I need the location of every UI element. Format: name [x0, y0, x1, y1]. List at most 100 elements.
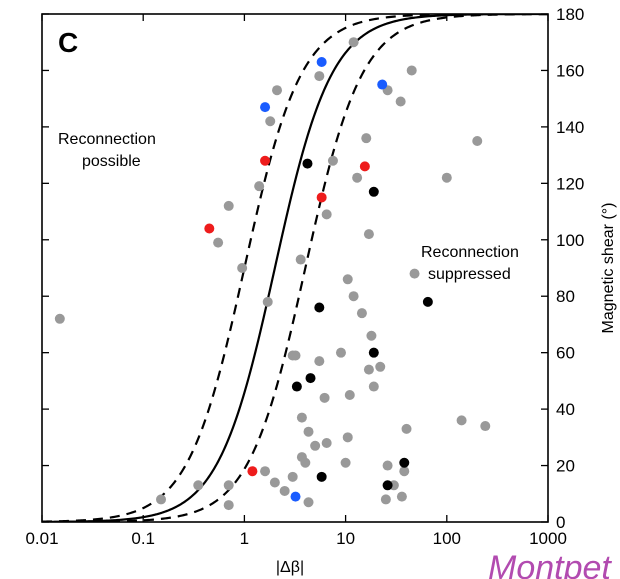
scatter-point-gray [356, 308, 367, 319]
scatter-point-black [314, 302, 325, 313]
scatter-point-gray [409, 268, 420, 279]
plot-frame [41, 13, 549, 523]
x-tick-label: 100 [433, 529, 461, 548]
scatter-point-gray [237, 263, 248, 273]
scatter-point-black [399, 457, 410, 468]
scatter-point-gray [279, 485, 290, 496]
scatter-points [54, 37, 491, 511]
scatter-point-gray [472, 136, 483, 146]
y-tick-label: 160 [556, 61, 584, 80]
scatter-point-red [260, 155, 271, 166]
scatter-point-gray [193, 480, 204, 491]
scatter-point-gray [254, 181, 265, 192]
x-tick-label: 1 [240, 529, 249, 548]
scatter-point-gray [262, 296, 273, 307]
scatter-point-red [247, 466, 258, 477]
scatter-point-black [316, 471, 327, 482]
scatter-point-gray [456, 415, 467, 426]
scatter-point-blue [290, 491, 301, 502]
scatter-point-black [368, 347, 379, 358]
scatter-point-black [302, 158, 313, 169]
scatter-point-gray [265, 116, 276, 127]
scatter-point-gray [290, 350, 301, 361]
scatter-point-gray [223, 500, 234, 511]
scatter-point-gray [269, 477, 280, 488]
annotation-possible-line1: Reconnection [58, 131, 156, 148]
y-axis: 0 20 40 60 80 100 120 140 160 180 [42, 5, 584, 532]
y-axis-title: Magnetic shear (°) [600, 203, 617, 334]
scatter-point-gray [352, 172, 363, 183]
scatter-point-red [359, 161, 370, 172]
scatter-point-gray [335, 347, 346, 358]
scatter-point-gray [375, 361, 386, 372]
scatter-point-gray [314, 71, 325, 82]
scatter-point-gray [344, 390, 355, 400]
scatter-point-gray [401, 423, 412, 434]
scatter-point-gray [156, 494, 167, 505]
scatter-point-black [382, 480, 393, 491]
scatter-point-gray [321, 209, 332, 220]
scatter-point-gray [327, 155, 338, 166]
y-tick-label: 100 [556, 231, 584, 250]
scatter-point-gray [380, 494, 391, 505]
annotation-possible-line2: possible [82, 153, 141, 170]
scatter-point-gray [396, 491, 407, 502]
scatter-point-gray [441, 172, 452, 183]
y-tick-label: 40 [556, 400, 575, 419]
scatter-point-gray [314, 356, 325, 367]
scatter-point-gray [300, 457, 311, 468]
scatter-point-gray [480, 421, 491, 432]
annotation-suppressed-line2: suppressed [428, 266, 511, 283]
scatter-point-gray [363, 229, 374, 240]
y-tick-label: 60 [556, 344, 575, 363]
watermark-text: Montpet [488, 549, 612, 579]
scatter-point-gray [366, 330, 377, 341]
scatter-point-gray [340, 457, 351, 468]
scatter-point-gray [296, 412, 307, 423]
scatter-point-black [305, 373, 316, 384]
scatter-point-gray [223, 480, 234, 491]
y-tick-label: 140 [556, 118, 584, 137]
scatter-point-gray [348, 291, 359, 302]
scatter-point-gray [223, 200, 234, 211]
scatter-point-blue [377, 79, 388, 90]
scatter-point-gray [303, 426, 314, 437]
scatter-point-gray [303, 497, 314, 508]
scatter-point-gray [342, 274, 353, 285]
scatter-point-gray [399, 466, 410, 477]
scatter-point-gray [213, 237, 224, 248]
scatter-point-gray [272, 85, 283, 96]
scatter-point-gray [295, 254, 306, 265]
boundary-curve-dashed [42, 14, 548, 522]
x-tick-label: 0.01 [25, 529, 58, 548]
scatter-point-gray [361, 133, 372, 144]
scatter-point-black [368, 186, 379, 197]
y-tick-label: 0 [556, 513, 565, 532]
scatter-point-gray [260, 466, 271, 477]
scatter-point-gray [319, 392, 330, 403]
x-axis-title: |Δβ| [276, 559, 304, 576]
annotation-suppressed-line1: Reconnection [421, 244, 519, 261]
boundary-curve-dashed [42, 14, 548, 522]
panel-label: C [58, 27, 78, 58]
scatter-point-gray [363, 364, 374, 375]
x-axis: 0.01 0.1 1 10 100 1000 [25, 14, 567, 548]
scatter-point-gray [348, 37, 359, 48]
y-tick-label: 180 [556, 5, 584, 24]
scatter-point-red [316, 192, 327, 203]
x-tick-label: 1000 [529, 529, 567, 548]
scatter-point-gray [342, 432, 353, 443]
y-tick-label: 120 [556, 174, 584, 193]
scatter-point-black [422, 296, 433, 307]
scatter-point-gray [310, 440, 321, 451]
scatter-point-gray [382, 460, 393, 471]
scatter-point-gray [395, 96, 406, 107]
scatter-point-blue [316, 56, 327, 67]
scatter-point-gray [368, 381, 379, 392]
boundary-curves [42, 14, 548, 522]
scatter-point-black [291, 381, 302, 392]
scatter-point-gray [321, 437, 332, 448]
y-tick-label: 80 [556, 287, 575, 306]
scatter-point-blue [260, 102, 271, 113]
